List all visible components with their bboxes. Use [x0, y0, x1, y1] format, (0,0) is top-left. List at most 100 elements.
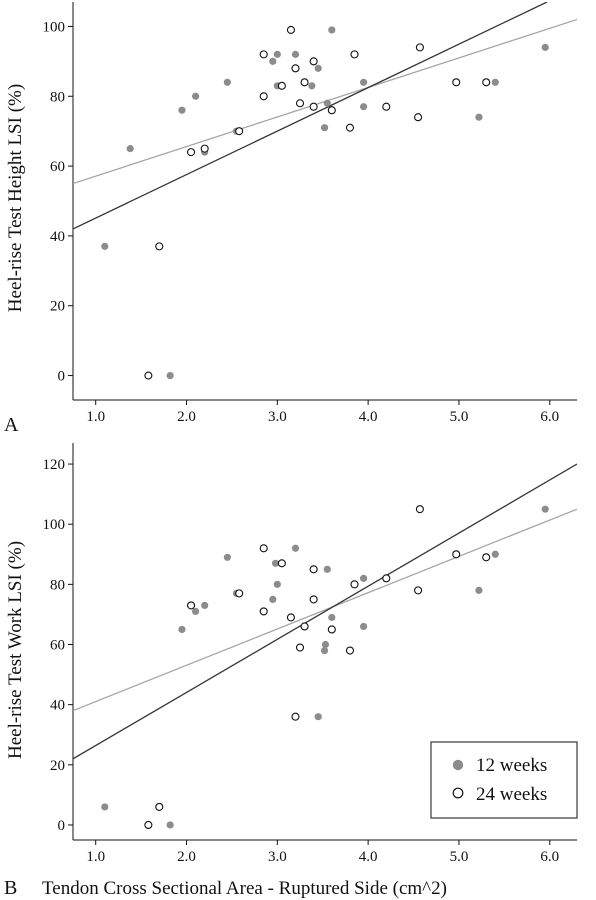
panel-a-point-24-weeks	[309, 57, 318, 66]
panel-a-y-tick-label: 80	[50, 89, 65, 105]
panel-b-point-12-weeks	[271, 559, 280, 567]
panel-a-point-24-weeks	[259, 50, 268, 59]
panel-a-point-24-weeks	[452, 78, 461, 87]
panel-a-x-tick-label: 4.0	[359, 409, 378, 425]
panel-b-x-axis-title: Tendon Cross Sectional Area - Ruptured S…	[42, 878, 447, 899]
panel-b-fit-line-12-weeks	[73, 508, 577, 712]
legend: 12 weeks 24 weeks	[430, 741, 578, 819]
panel-a-point-12-weeks	[223, 78, 231, 86]
panel-a-point-12-weeks	[475, 113, 483, 121]
panel-a-point-12-weeks	[273, 50, 281, 58]
panel-b-y-tick-label: 100	[43, 517, 66, 533]
panel-b-plot-area: 1.0 2.0 3.0 4.0 5.0 6.0 0 20 40 60 80 100 120	[43, 443, 577, 865]
panel-b-x-tick-label: 3.0	[268, 849, 287, 865]
panel-b: Heel-rise Test Work LSI (%) B Tendon Cro…	[4, 443, 578, 899]
panel-b-point-24-weeks	[415, 505, 424, 514]
panel-b-point-24-weeks	[309, 595, 318, 604]
panel-b-point-24-weeks	[286, 613, 295, 622]
panel-a-point-12-weeks	[291, 50, 300, 58]
legend-12-weeks-label: 12 weeks	[476, 755, 547, 776]
panel-b-x-tick-label: 1.0	[86, 849, 105, 865]
panel-a-point-24-weeks	[144, 371, 153, 380]
panel-a-x-tick-label: 2.0	[177, 409, 196, 425]
panel-a-point-12-weeks	[323, 99, 331, 107]
panel-b-x-tick-label: 2.0	[177, 849, 196, 865]
panel-a-point-12-weeks	[126, 145, 134, 153]
panel-a-point-24-weeks	[327, 106, 336, 115]
panel-b-point-24-weeks	[235, 589, 244, 598]
panel-b-point-24-weeks	[327, 625, 336, 634]
panel-a-point-12-weeks	[191, 92, 200, 100]
panel-b-point-12-weeks	[475, 586, 483, 594]
panel-a-point-24-weeks	[200, 144, 209, 153]
panel-b-fit-line-24-weeks	[73, 463, 577, 760]
panel-b-point-12-weeks	[320, 646, 329, 655]
panel-b-y-tick-label: 40	[50, 698, 65, 714]
legend-12-weeks-marker-icon	[452, 759, 464, 771]
panel-b-point-12-weeks	[201, 601, 209, 610]
panel-a-point-24-weeks	[286, 25, 295, 34]
panel-b-point-24-weeks	[277, 559, 286, 568]
panel-a-point-24-weeks	[345, 123, 355, 132]
panel-a-y-axis-title: Heel-rise Test Height LSI (%)	[5, 84, 26, 312]
panel-b-point-24-weeks	[350, 580, 359, 589]
panel-a-point-24-weeks	[415, 43, 424, 52]
panel-a-x-tick-label: 6.0	[540, 409, 559, 425]
panel-b-y-axis-title: Heel-rise Test Work LSI (%)	[5, 541, 26, 759]
panel-b-point-24-weeks	[300, 622, 309, 631]
panel-a-point-24-weeks	[350, 50, 359, 59]
panel-a-y-tick-label: 20	[50, 299, 65, 315]
panel-b-point-12-weeks	[273, 580, 281, 588]
panel-b-point-12-weeks	[491, 550, 499, 558]
panel-a-point-24-weeks	[277, 81, 286, 90]
panel-b-point-12-weeks	[191, 607, 200, 616]
panel-b-x-tick-label: 5.0	[450, 849, 469, 865]
panel-a-point-24-weeks	[155, 242, 164, 251]
panel-b-point-12-weeks	[178, 625, 186, 634]
panel-b-point-12-weeks	[223, 553, 231, 561]
panel-b-point-12-weeks	[541, 505, 549, 513]
panel-b-point-24-weeks	[259, 544, 268, 553]
panel-a-x-tick-label: 1.0	[86, 409, 105, 425]
panel-a-plot-area: 1.0 2.0 3.0 4.0 5.0 6.0 0 20 40 60 80 100	[43, 2, 577, 425]
panel-a-point-24-weeks	[235, 127, 244, 136]
panel-b-point-12-weeks	[359, 622, 368, 631]
panel-a-point-12-weeks	[541, 43, 549, 51]
panel-b-point-12-weeks	[291, 544, 300, 552]
panel-a-fit-line-24-weeks	[73, 2, 548, 230]
panel-a-point-24-weeks	[187, 148, 196, 157]
panel-b-point-12-weeks	[166, 821, 174, 829]
panel-b-y-tick-label: 80	[50, 577, 65, 593]
panel-a-point-12-weeks	[269, 57, 277, 65]
panel-a: Heel-rise Test Height LSI (%) A 1.0 2.0 3.…	[4, 2, 577, 436]
legend-24-weeks-label: 24 weeks	[476, 784, 547, 805]
panel-b-y-tick-label: 20	[50, 758, 65, 774]
panel-b-letter: B	[4, 877, 17, 899]
panel-b-point-24-weeks	[187, 601, 196, 610]
panel-a-point-24-weeks	[414, 113, 423, 122]
panel-b-x-tick-label: 6.0	[540, 849, 559, 865]
panel-b-point-24-weeks	[482, 553, 491, 562]
panel-b-point-24-weeks	[345, 646, 355, 655]
panel-b-point-12-weeks	[359, 574, 368, 582]
panel-a-point-12-weeks	[491, 78, 499, 86]
panel-b-point-24-weeks	[452, 550, 461, 559]
panel-b-point-24-weeks	[414, 586, 423, 595]
panel-b-y-tick-label: 0	[58, 818, 66, 834]
panel-a-letter: A	[4, 414, 19, 436]
panel-a-y-tick-label: 40	[50, 229, 65, 245]
panel-a-point-24-weeks	[291, 64, 300, 73]
panel-a-point-12-weeks	[320, 124, 329, 132]
panel-a-point-12-weeks	[328, 26, 336, 34]
panel-b-point-12-weeks	[314, 713, 322, 721]
panel-a-point-12-weeks	[166, 371, 174, 380]
panel-b-point-24-weeks	[309, 565, 318, 574]
panel-a-point-12-weeks	[359, 78, 368, 86]
panel-a-y-tick-label: 0	[58, 369, 66, 385]
panel-b-point-24-weeks	[155, 802, 164, 811]
panel-a-x-tick-label: 3.0	[268, 409, 287, 425]
panel-b-y-tick-label: 120	[43, 457, 66, 473]
panel-b-point-24-weeks	[144, 820, 153, 830]
legend-24-weeks-marker-icon	[452, 787, 464, 799]
panel-b-point-12-weeks	[328, 613, 336, 622]
